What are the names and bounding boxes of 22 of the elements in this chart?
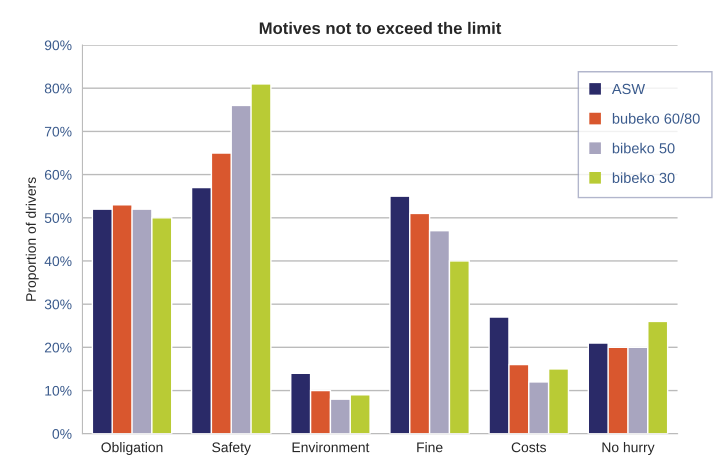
y-tick-label: 90% xyxy=(44,40,72,50)
legend-label: bibeko 30 xyxy=(612,172,675,184)
legend-label: bubeko 60/80 xyxy=(612,113,700,124)
legend-label: bibeko 50 xyxy=(612,142,675,154)
y-tick-label: 0% xyxy=(52,429,72,439)
x-tick-label: Obligation xyxy=(101,442,162,455)
y-tick-label: 50% xyxy=(44,213,72,223)
x-tick-label: No hurry xyxy=(602,442,655,455)
legend-label: ASW xyxy=(612,84,646,94)
x-tick-label: Safety xyxy=(212,442,251,455)
y-tick-label: 30% xyxy=(44,299,72,310)
y-tick-label: 40% xyxy=(44,256,72,266)
x-tick-label: Costs xyxy=(512,442,546,452)
y-tick-label: 20% xyxy=(44,342,72,353)
y-tick-label: 10% xyxy=(45,386,72,396)
y-axis-title: Proportion of drivers xyxy=(26,177,39,301)
x-tick-label: Environment xyxy=(292,442,370,452)
y-tick-label: 60% xyxy=(44,170,72,180)
x-tick-label: Fine xyxy=(417,442,442,452)
y-tick-label: 80% xyxy=(44,84,72,94)
chart-title: Motives not to exceed the limit xyxy=(260,22,502,34)
y-tick-label: 70% xyxy=(44,126,72,137)
